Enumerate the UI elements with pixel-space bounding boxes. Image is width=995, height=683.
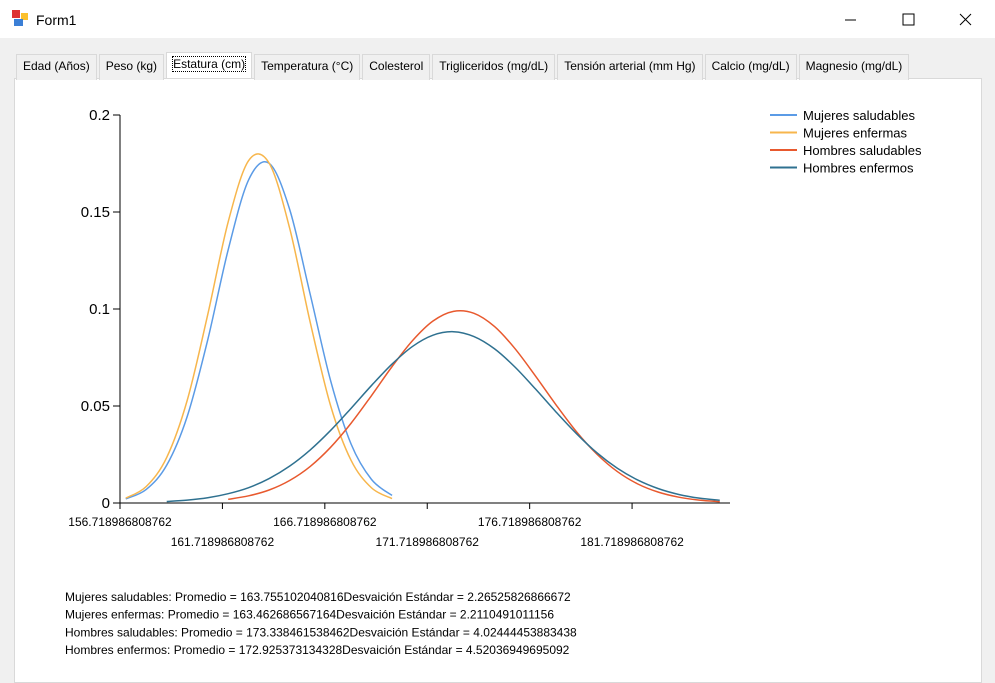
tab-label[interactable]: Tensión arterial (mm Hg)	[564, 59, 696, 73]
stats-line: Hombres saludables: Promedio = 173.33846…	[65, 625, 577, 639]
line-series	[125, 161, 393, 500]
x-tick-label: 166.718986808762	[273, 515, 377, 529]
tab-label[interactable]: Estatura (cm)	[172, 56, 247, 72]
tab[interactable]: Edad (Años)	[16, 54, 97, 80]
title-bar: Form1	[0, 0, 995, 38]
legend-label: Hombres saludables	[803, 143, 922, 158]
legend-label: Mujeres enfermas	[803, 126, 908, 141]
y-tick-label: 0.2	[89, 107, 110, 124]
window-controls[interactable]	[830, 0, 980, 38]
x-tick-label: 181.718986808762	[580, 535, 684, 549]
tab[interactable]: Temperatura (°C)	[254, 54, 361, 80]
tab[interactable]: Tensión arterial (mm Hg)	[557, 54, 703, 80]
tab[interactable]: Peso (kg)	[98, 54, 165, 80]
tab[interactable]: Trigliceridos (mg/dL)	[432, 54, 556, 80]
tab-label[interactable]: Temperatura (°C)	[261, 59, 354, 73]
y-tick-label: 0.1	[89, 301, 110, 318]
close-button[interactable]	[959, 13, 972, 26]
x-tick-label: 161.718986808762	[171, 535, 275, 549]
legend-label: Mujeres saludables	[803, 108, 916, 123]
line-series	[228, 309, 720, 503]
stats-line: Mujeres saludables: Promedio = 163.75510…	[65, 590, 571, 604]
tab-label[interactable]: Colesterol	[369, 59, 424, 73]
x-tick-label: 156.718986808762	[68, 515, 172, 529]
y-tick-label: 0.05	[81, 398, 110, 415]
tab-label[interactable]: Peso (kg)	[105, 59, 158, 73]
y-tick-label: 0.15	[81, 204, 110, 221]
tab[interactable]: Magnesio (mg/dL)	[798, 54, 910, 80]
tab-label[interactable]: Edad (Años)	[23, 59, 90, 73]
maximize-button[interactable]	[902, 13, 915, 26]
tab[interactable]: Colesterol	[362, 54, 431, 80]
x-tick-label: 176.718986808762	[478, 515, 582, 529]
y-tick-label: 0	[102, 495, 110, 512]
tab[interactable]: Calcio (mg/dL)	[704, 54, 797, 80]
stats-line: Hombres enfermos: Promedio = 172.9253731…	[65, 643, 570, 657]
stats-line: Mujeres enfermas: Promedio = 163.4626865…	[65, 608, 554, 622]
tab-strip: Edad (Años) Peso (kg) Estatura (cm) Tempera…	[16, 52, 911, 80]
x-tick-label: 171.718986808762	[376, 535, 480, 549]
line-series	[125, 153, 393, 500]
tab-label[interactable]: Calcio (mg/dL)	[711, 59, 790, 73]
window-title: Form1	[36, 12, 77, 28]
tab-label[interactable]: Magnesio (mg/dL)	[805, 59, 903, 73]
tab-label[interactable]: Trigliceridos (mg/dL)	[439, 59, 549, 73]
line-series	[166, 330, 720, 503]
app-icon	[12, 10, 28, 26]
legend-label: Hombres enfermos	[803, 161, 914, 176]
tab[interactable]: Estatura (cm)	[166, 52, 253, 78]
